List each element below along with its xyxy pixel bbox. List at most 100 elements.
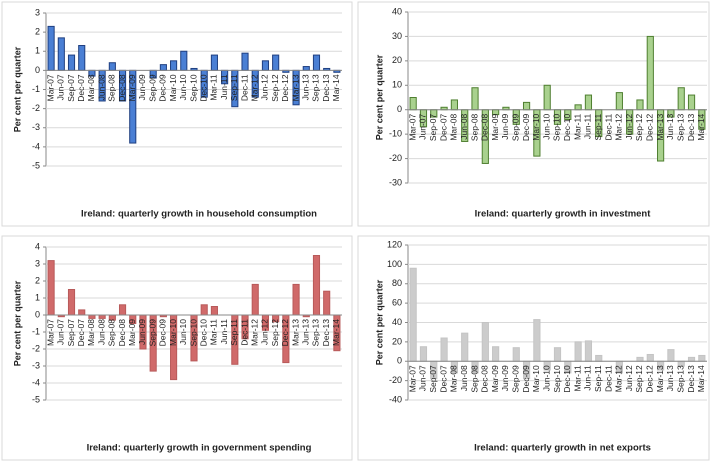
x-tick-label: Jun-07 (418, 113, 428, 139)
x-tick-label: Dec-07 (438, 365, 448, 393)
bar (272, 54, 280, 71)
x-tick-label: Sep-12 (270, 319, 280, 347)
y-tick-label: 20 (392, 336, 402, 346)
panel-border (1, 235, 353, 461)
y-tick-label: -1 (32, 326, 40, 336)
bar (667, 349, 675, 362)
bar (57, 37, 65, 71)
bar (481, 322, 489, 362)
bar (440, 337, 448, 362)
x-tick-label: Sep-11 (593, 113, 603, 140)
x-tick-label: Mar-09 (127, 74, 137, 101)
y-axis-label: Per cent per quarter (374, 54, 384, 140)
bar (615, 92, 623, 111)
bar (312, 54, 321, 71)
x-tick-label: Sep-13 (675, 365, 685, 393)
x-tick-label: Jun-12 (624, 113, 634, 139)
bar (533, 319, 541, 362)
bar (677, 87, 685, 111)
x-tick-label: Sep-12 (270, 74, 280, 102)
bar (574, 341, 582, 362)
x-tick-label: Jun-10 (541, 365, 551, 391)
bar (292, 283, 300, 316)
x-tick-label: Dec-11 (603, 113, 613, 140)
x-tick-label: Sep-10 (188, 74, 198, 102)
bar (687, 356, 696, 362)
x-tick-label: Sep-11 (229, 74, 239, 101)
bar (302, 66, 310, 71)
x-tick-label: Sep-09 (147, 74, 157, 102)
x-tick-label: Dec-07 (76, 74, 86, 102)
x-tick-label: Mar-10 (531, 113, 541, 140)
x-tick-label: Mar-11 (209, 319, 219, 346)
x-tick-label: Mar-13 (290, 74, 300, 101)
bar (512, 347, 520, 362)
x-tick-label: Jun-13 (665, 113, 675, 139)
y-tick-label: 10 (392, 80, 402, 90)
bar (98, 314, 106, 319)
bar (471, 87, 479, 111)
x-tick-label: Dec-13 (686, 113, 696, 141)
y-tick-label: 1 (35, 46, 40, 56)
x-tick-label: Mar-10 (168, 74, 178, 101)
x-tick-label: Jun-13 (301, 74, 311, 100)
x-tick-label: Sep-12 (634, 365, 644, 393)
bar (409, 97, 417, 111)
x-tick-label: Mar-10 (531, 365, 541, 392)
x-tick-label: Sep-09 (511, 365, 521, 393)
bar (312, 255, 321, 316)
x-tick-label: Dec-13 (686, 365, 696, 393)
x-tick-label: Dec-09 (158, 74, 168, 102)
x-tick-label: Sep-07 (428, 365, 438, 393)
x-tick-label: Sep-13 (311, 319, 321, 347)
x-tick-label: Dec-08 (480, 365, 490, 393)
y-tick-label: -3 (32, 360, 40, 370)
y-tick-label: 60 (392, 298, 402, 308)
x-tick-label: Dec-10 (198, 74, 208, 102)
y-tick-label: 3 (35, 258, 40, 268)
bar (210, 306, 218, 316)
bar (78, 309, 86, 316)
x-tick-label: Dec-08 (117, 319, 127, 347)
y-tick-label: 30 (392, 31, 402, 41)
bar (200, 304, 208, 316)
bar (67, 54, 76, 71)
x-tick-label: Dec-07 (76, 319, 86, 347)
x-tick-label: Jun-12 (624, 365, 634, 391)
bar (698, 354, 706, 362)
x-tick-label: Mar-08 (449, 113, 459, 140)
bar (543, 84, 551, 111)
x-tick-label: Sep-08 (469, 113, 479, 141)
x-tick-label: Jun-09 (137, 319, 147, 345)
y-tick-label: -5 (32, 160, 40, 170)
y-tick-label: 0 (397, 104, 402, 114)
y-tick-label: 1 (35, 292, 40, 302)
x-tick-label: Mar-12 (614, 365, 624, 392)
x-tick-label: Mar-09 (490, 365, 500, 392)
y-tick-label: -30 (389, 177, 402, 187)
bar (241, 52, 249, 71)
x-tick-label: Mar-14 (696, 365, 706, 392)
x-tick-label: Sep-09 (147, 319, 157, 347)
bar (251, 283, 259, 316)
x-tick-label: Jun-08 (96, 319, 106, 345)
x-tick-label: Mar-09 (127, 319, 137, 346)
bar (159, 64, 167, 71)
x-tick-label: Sep-08 (469, 365, 479, 393)
bar (646, 353, 654, 362)
bar (419, 346, 428, 362)
x-tick-label: Dec-13 (321, 319, 331, 347)
x-tick-label: Mar-14 (331, 74, 341, 101)
x-tick-label: Sep-07 (428, 113, 438, 141)
x-tick-label: Jun-07 (418, 365, 428, 391)
x-tick-label: Dec-12 (645, 365, 655, 393)
chart-title: Ireland: quarterly growth in investment (475, 209, 652, 220)
x-tick-label: Sep-08 (107, 319, 117, 347)
chart-title: Ireland: quarterly growth in government … (87, 443, 312, 454)
x-tick-label: Dec-08 (480, 113, 490, 141)
x-tick-label: Sep-11 (229, 319, 239, 346)
